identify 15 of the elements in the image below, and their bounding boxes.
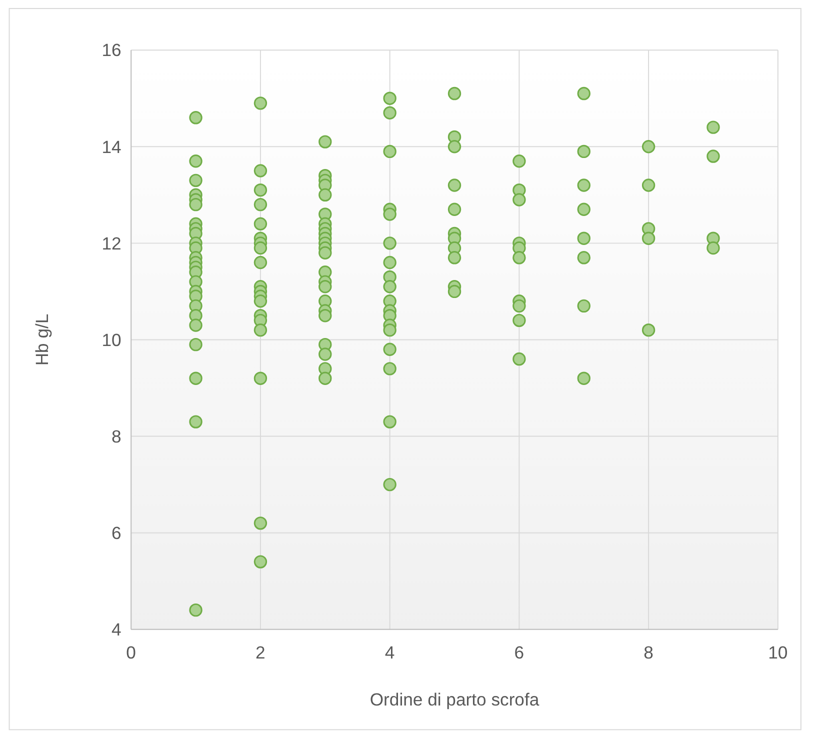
x-tick-label: 8 <box>644 642 654 663</box>
y-tick-label: 14 <box>102 136 122 157</box>
x-tick-label: 4 <box>384 642 395 663</box>
y-tick-label: 10 <box>102 330 122 350</box>
y-tick-label: 12 <box>102 233 122 254</box>
y-tick-label: 8 <box>112 426 122 446</box>
x-tick-label: 2 <box>256 642 266 663</box>
x-tick-label: 0 <box>126 642 136 663</box>
y-tick-label: 6 <box>112 522 122 543</box>
x-axis-title: Ordine di parto scrofa <box>370 690 540 710</box>
x-tick-label: 10 <box>768 642 788 663</box>
y-axis-title: Hb g/L <box>32 314 52 366</box>
y-tick-label: 4 <box>112 620 122 640</box>
y-tick-label: 16 <box>102 40 122 60</box>
x-tick-label: 6 <box>514 642 524 663</box>
